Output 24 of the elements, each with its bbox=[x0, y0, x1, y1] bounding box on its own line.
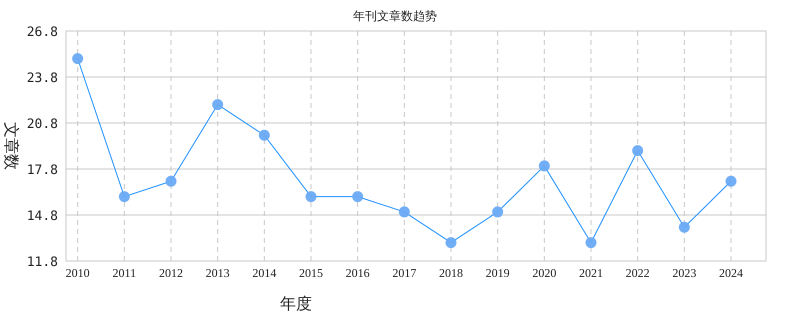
x-axis-title: 年度 bbox=[280, 295, 312, 313]
x-tick-label: 2019 bbox=[486, 266, 510, 280]
y-tick-label: 17.8 bbox=[26, 163, 58, 178]
x-tick-label: 2011 bbox=[112, 266, 136, 280]
x-tick-label: 2020 bbox=[532, 266, 556, 280]
y-tick-label: 23.8 bbox=[26, 71, 58, 86]
x-tick-label: 2016 bbox=[346, 266, 370, 280]
y-tick-label: 26.8 bbox=[26, 25, 58, 40]
x-tick-label: 2021 bbox=[579, 266, 603, 280]
x-tick-label: 2013 bbox=[206, 266, 230, 280]
y-tick-label: 20.8 bbox=[26, 117, 58, 132]
x-tick-label: 2022 bbox=[626, 266, 650, 280]
y-axis-title: 文章数 bbox=[2, 122, 20, 170]
chart-title: 年刊文章数趋势 bbox=[353, 9, 437, 23]
x-tick-label: 2010 bbox=[66, 266, 90, 280]
y-tick-label: 14.8 bbox=[26, 209, 58, 224]
x-tick-label: 2023 bbox=[672, 266, 696, 280]
x-tick-label: 2017 bbox=[392, 266, 416, 280]
y-tick-label: 11.8 bbox=[26, 255, 58, 270]
x-tick-label: 2014 bbox=[252, 266, 276, 280]
x-tick-label: 2018 bbox=[439, 266, 463, 280]
x-tick-label: 2015 bbox=[299, 266, 323, 280]
x-tick-label: 2012 bbox=[159, 266, 183, 280]
x-tick-label: 2024 bbox=[719, 266, 743, 280]
